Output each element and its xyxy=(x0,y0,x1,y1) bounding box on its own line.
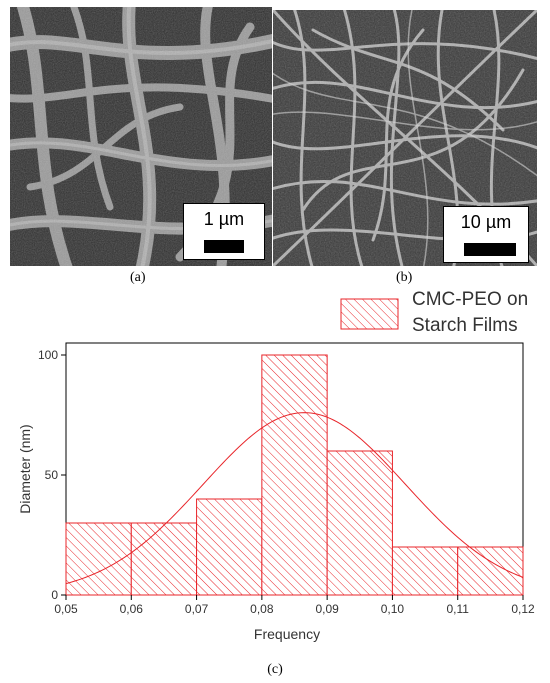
scale-label-b: 10 µm xyxy=(460,212,512,232)
histogram-bar-3 xyxy=(196,498,263,596)
caption-a: (a) xyxy=(130,270,146,285)
legend-label-line1: CMC-PEO on xyxy=(412,289,528,310)
x-tick-label: 0,08 xyxy=(250,602,274,616)
x-tick-label: 0,12 xyxy=(511,602,535,616)
x-tick-label: 0,05 xyxy=(54,602,78,616)
x-tick-label: 0,09 xyxy=(315,602,339,616)
x-tick-label: 0,10 xyxy=(381,602,405,616)
scale-bar-b xyxy=(464,243,516,256)
y-axis-label: Diameter (nm) xyxy=(17,424,33,513)
legend-label-line2: Starch Films xyxy=(412,315,518,336)
histogram-bars xyxy=(65,354,524,596)
legend-swatch xyxy=(340,298,399,330)
sem-image-a: 1 µm xyxy=(10,7,272,266)
x-axis-label: Frequency xyxy=(254,626,320,642)
y-axis: 0 50 100 xyxy=(38,348,66,602)
x-axis: 0,05 0,06 0,07 0,08 0,09 0,10 0,11 0,12 xyxy=(54,595,535,616)
histogram-bar-2 xyxy=(130,522,198,596)
x-tick-label: 0,07 xyxy=(185,602,209,616)
caption-c: (c) xyxy=(267,662,283,677)
scale-bar-box-a: 1 µm xyxy=(183,203,265,260)
sem-image-b: 10 µm xyxy=(273,10,537,266)
histogram-bar-7 xyxy=(457,546,524,596)
histogram-bar-1 xyxy=(65,522,132,596)
sem-fiber-texture-a xyxy=(10,7,272,266)
histogram-bar-5 xyxy=(326,450,393,596)
fit-curve xyxy=(65,412,524,585)
histogram-bar-6 xyxy=(391,546,459,596)
y-tick-label: 0 xyxy=(51,588,58,602)
scale-bar-box-b: 10 µm xyxy=(443,206,529,263)
caption-b: (b) xyxy=(396,270,413,285)
y-tick-label: 100 xyxy=(38,348,58,362)
scale-label-a: 1 µm xyxy=(203,209,245,229)
scale-bar-a xyxy=(204,240,244,253)
histogram-chart: CMC-PEO on Starch Films 0,05 0,06 0,07 0,08… xyxy=(17,289,535,677)
x-tick-label: 0,06 xyxy=(120,602,144,616)
histogram-bar-4 xyxy=(261,354,328,596)
y-tick-label: 50 xyxy=(45,468,59,482)
x-tick-label: 0,11 xyxy=(446,602,469,616)
legend: CMC-PEO on Starch Films xyxy=(340,289,528,336)
